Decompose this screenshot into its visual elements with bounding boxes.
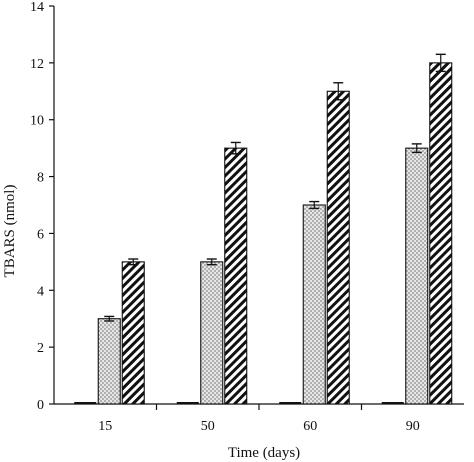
y-tick-label: 12 <box>30 57 44 72</box>
y-tick-label: 10 <box>30 114 44 129</box>
x-tick-label: 15 <box>98 419 112 434</box>
bar <box>200 261 224 405</box>
y-tick-label: 4 <box>37 284 44 299</box>
y-tick-label: 8 <box>37 171 44 186</box>
x-tick-label: 60 <box>303 419 317 434</box>
bar <box>74 402 97 404</box>
bar <box>429 62 453 405</box>
bar <box>405 147 429 405</box>
y-tick-label: 14 <box>30 0 44 15</box>
bar <box>224 147 248 405</box>
y-tick-label: 6 <box>37 227 44 242</box>
bar <box>302 204 326 405</box>
y-tick-label: 2 <box>37 341 44 356</box>
bar <box>279 402 302 404</box>
y-axis-label: TBARS (nmol) <box>2 185 18 278</box>
bar <box>97 318 121 405</box>
bars <box>74 53 453 405</box>
bar <box>326 90 350 405</box>
x-axis: 15 50 60 90 <box>54 403 464 434</box>
y-tick-label: 0 <box>37 398 44 413</box>
bar <box>121 261 145 405</box>
bar <box>176 402 199 404</box>
y-axis: 0 2 4 6 8 10 12 14 <box>30 0 55 413</box>
x-axis-label: Time (days) <box>228 445 300 461</box>
x-tick-label: 50 <box>201 419 215 434</box>
x-tick-label: 90 <box>406 419 420 434</box>
bar <box>381 402 404 404</box>
